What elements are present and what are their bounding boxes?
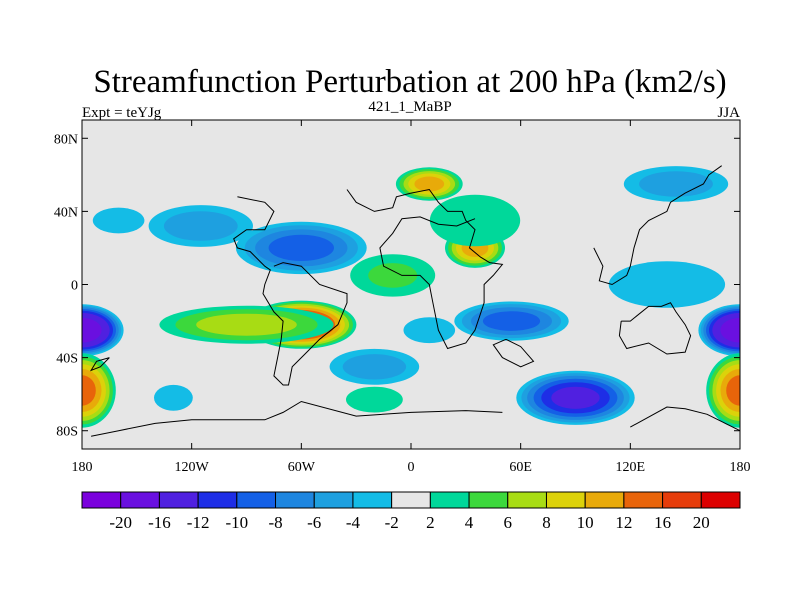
y-tick-label-0: 80N xyxy=(54,132,78,147)
coastline-0 xyxy=(346,188,504,350)
contour-band-1-6 xyxy=(196,313,297,336)
contour-band-14-2 xyxy=(429,194,521,247)
axes: 180 120W 60W 0 60E 120E 180 80N 40N 0 40S 80S xyxy=(54,120,751,475)
titles: Streamfunction Perturbation at 200 hPa (… xyxy=(82,64,740,121)
colorbar-label-2: -12 xyxy=(187,513,210,532)
colorbar-label-9: 4 xyxy=(465,513,474,532)
colorbar-box-15 xyxy=(662,491,702,509)
colorbar-box-4 xyxy=(236,491,277,509)
colorbar-box-11 xyxy=(507,491,547,509)
colorbar-label-10: 6 xyxy=(504,513,513,532)
colorbar-box-8 xyxy=(391,491,431,509)
colorbar-box-7 xyxy=(352,491,393,509)
y-tick-label-4: 80S xyxy=(56,425,78,440)
contour-band-11-4 xyxy=(342,354,407,380)
contour-band-20-2 xyxy=(403,317,456,344)
colorbar-label-12: 10 xyxy=(577,513,594,532)
colorbar-label-11: 8 xyxy=(542,513,551,532)
contour-band-12-10 xyxy=(414,176,445,192)
colorbar-box-10 xyxy=(468,491,509,509)
x-tick-label-4: 60E xyxy=(509,460,532,475)
contour-band-5-12 xyxy=(726,375,740,406)
colorbar-box-1 xyxy=(120,491,160,509)
contour-band-9-2 xyxy=(154,384,193,411)
x-tick-label-5: 120E xyxy=(616,460,646,475)
contour-band-6-8 xyxy=(268,234,334,261)
contour-band-3-16 xyxy=(720,317,740,343)
colorbar-label-14: 16 xyxy=(654,513,671,532)
coastline-7 xyxy=(89,357,110,372)
coastline-2 xyxy=(91,400,503,437)
colorbar-label-15: 20 xyxy=(693,513,710,532)
colorbar-box-6 xyxy=(313,491,354,509)
colorbar-box-14 xyxy=(623,491,664,509)
colorbar-box-3 xyxy=(197,491,238,509)
contour-band-2-16 xyxy=(82,317,102,343)
contour-band-17-12 xyxy=(551,386,600,409)
colorbar-label-13: 12 xyxy=(615,513,632,532)
colorbar-label-3: -10 xyxy=(225,513,248,532)
colorbar-label-6: -4 xyxy=(346,513,361,532)
contour-band-16-8 xyxy=(482,311,541,331)
contour-band-4-12 xyxy=(82,375,96,406)
colorbar-label-0: -20 xyxy=(109,513,132,532)
x-tick-label-0: 180 xyxy=(72,460,93,475)
colorbar-box-0 xyxy=(81,491,122,509)
y-tick-label-3: 40S xyxy=(56,352,78,367)
coastline-5 xyxy=(593,165,722,286)
contour-band-18-4 xyxy=(639,171,713,197)
contour-band-19-2 xyxy=(608,261,726,308)
colorbar-label-5: -6 xyxy=(307,513,321,532)
coastline-1 xyxy=(233,196,348,386)
colorbar-box-5 xyxy=(275,491,315,509)
contour-band-15-4 xyxy=(368,263,418,288)
contour-band-10-2 xyxy=(346,386,403,413)
y-tick-label-2: 0 xyxy=(71,279,78,294)
colorbar-label-7: -2 xyxy=(385,513,399,532)
coastlines xyxy=(89,165,740,437)
coastline-6 xyxy=(492,338,535,368)
x-tick-label-2: 60W xyxy=(288,460,316,475)
colorbar-box-2 xyxy=(158,491,199,509)
x-tick-label-3: 0 xyxy=(408,460,415,475)
colorbar-box-13 xyxy=(584,491,625,509)
colorbar-label-1: -16 xyxy=(148,513,171,532)
chart-title: Streamfunction Perturbation at 200 hPa (… xyxy=(93,64,726,100)
colorbar-box-16 xyxy=(700,491,741,509)
colorbar-label-4: -8 xyxy=(268,513,282,532)
coastline-4 xyxy=(618,302,692,355)
contour-band-8-2 xyxy=(92,207,145,234)
colorbar-box-12 xyxy=(545,491,586,509)
experiment-label: Expt = teYJg xyxy=(82,105,162,121)
season-label: JJA xyxy=(717,105,740,121)
case-label: 421_1_MaBP xyxy=(368,99,451,115)
colorbar: -20 -16 -12 -10 -8 -6 -4 -2 2 4 6 8 10 12 16 20 xyxy=(81,491,741,532)
map-panel xyxy=(81,119,741,450)
y-tick-label-1: 40N xyxy=(54,205,78,220)
contour-band-7-4 xyxy=(163,211,238,241)
x-tick-label-1: 120W xyxy=(175,460,210,475)
colorbar-box-9 xyxy=(429,491,470,509)
colorbar-label-8: 2 xyxy=(426,513,435,532)
x-tick-label-6: 180 xyxy=(730,460,751,475)
coastline-3 xyxy=(630,406,740,432)
